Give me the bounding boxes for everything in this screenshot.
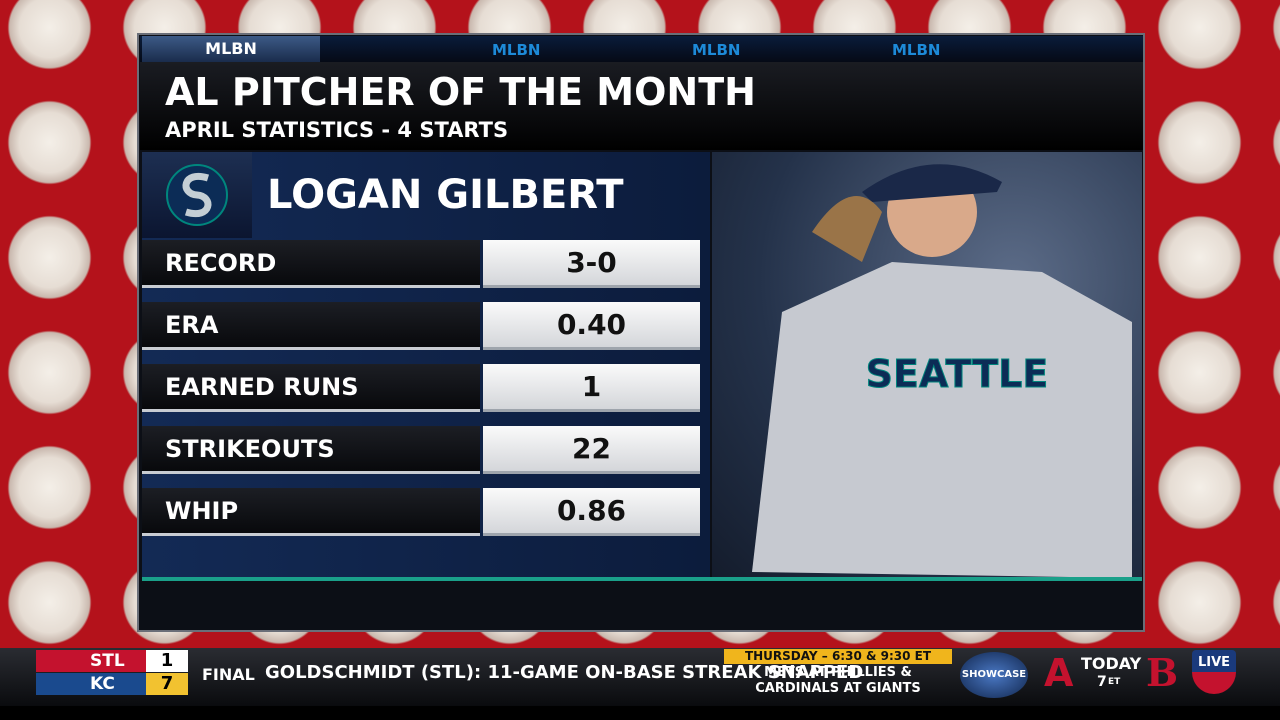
stat-value: 1 [483,364,700,412]
promo-line: METS AT PHILLIES & [764,665,912,680]
away-team-box [36,650,146,672]
player-illustration: SEATTLE [752,164,1132,578]
stat-label: WHIP [165,497,239,525]
angels-logo: A [1044,651,1074,695]
network-tab: MLBN [692,41,741,59]
network-tab: MLBN [142,36,320,62]
home-team-box [36,673,146,695]
network-tab: MLBN [892,41,941,59]
stat-label-cell [142,488,480,536]
stat-value: 0.86 [483,488,700,536]
away-team: STL [90,651,125,671]
stat-label: ERA [165,311,219,339]
home-team: KC [90,674,115,694]
stat-value: 0.40 [483,302,700,350]
redsox-logo: B [1146,650,1179,695]
stat-label-cell [142,426,480,474]
stat-label: STRIKEOUTS [165,435,335,463]
game-status: FINAL [202,665,255,684]
promo-time: THURSDAY – 6:30 & 9:30 ET [724,649,952,664]
jersey-text: SEATTLE [866,352,1049,396]
ticker-bar [0,648,1280,706]
game-time: 7 [1097,674,1107,690]
away-runs: 1 [146,650,188,672]
title: AL PITCHER OF THE MONTH [165,70,756,114]
player-name: LOGAN GILBERT [267,172,624,218]
subtitle: APRIL STATISTICS - 4 STARTS [165,118,509,142]
today-label: TODAY [1081,654,1142,673]
stat-label-cell [142,240,480,288]
showcase-logo: SHOWCASE [960,652,1028,698]
stat-label-cell [142,364,480,412]
promo-line: CARDINALS AT GIANTS [755,681,921,696]
live-badge: LIVE [1192,650,1236,694]
stat-value: 22 [483,426,700,474]
home-runs: 7 [146,673,188,695]
time-zone: ET [1108,677,1121,687]
team-logo [166,164,228,226]
accent-line [142,577,1142,581]
stat-label: EARNED RUNS [165,373,359,401]
stat-label-cell [142,302,480,350]
player-photo: SEATTLE [712,152,1142,578]
headline: GOLDSCHMIDT (STL): 11-GAME ON-BASE STREA… [265,662,864,683]
stat-label: RECORD [165,249,277,277]
network-tab: MLBN [492,41,541,59]
team-logo-box [142,152,252,238]
title-bar [140,62,1143,150]
stat-value: 3-0 [483,240,700,288]
